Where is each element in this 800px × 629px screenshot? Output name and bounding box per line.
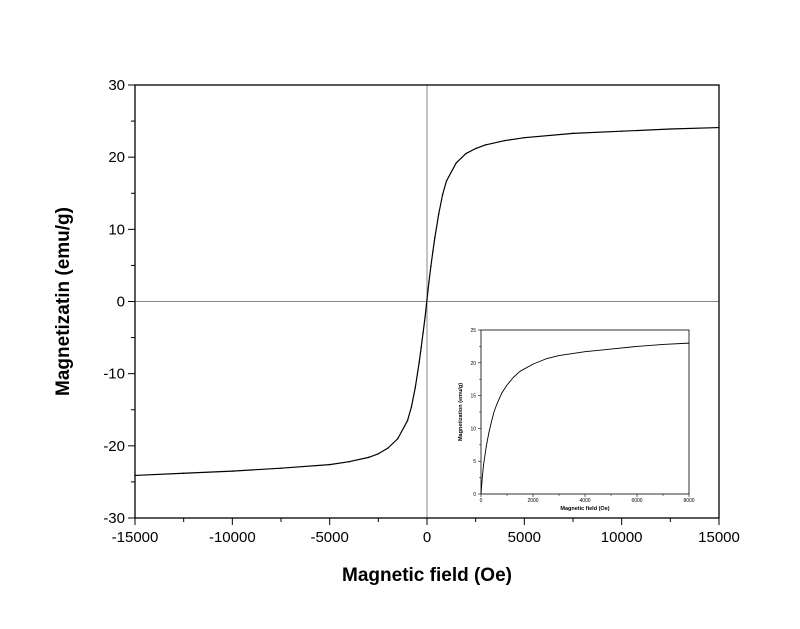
data-point [231,470,234,472]
data-point [501,392,503,394]
y-tick-label: 20 [470,361,476,367]
inset-background [481,330,689,494]
x-tick-label: -5000 [310,529,348,546]
data-point [420,346,422,349]
data-point [182,472,185,474]
data-point [545,358,547,360]
y-tick-label: -30 [103,510,125,527]
data-point [636,346,638,347]
data-point [426,298,428,301]
data-point [491,421,492,423]
y-tick-label: 20 [108,149,125,166]
x-tick-label: 15000 [698,529,740,546]
data-point [328,463,331,466]
data-point [480,493,482,495]
data-point [493,411,495,413]
x-tick-label: 6000 [631,498,642,504]
data-point [410,406,413,408]
data-point [377,453,380,455]
data-point [406,419,409,422]
x-tick-label: 0 [480,498,483,504]
data-point [523,136,526,139]
data-point [610,348,612,350]
data-point [280,467,282,469]
data-point [432,251,434,253]
x-tick-label: -15000 [112,529,159,546]
data-point [532,363,534,365]
x-axis-title: Magnetic field (Oe) [342,565,512,586]
data-point [504,139,506,142]
y-tick-label: 25 [470,328,476,334]
x-tick-label: -10000 [209,529,256,546]
y-tick-label: -20 [103,438,125,455]
data-point [662,344,664,345]
y-tick-label: 10 [108,221,125,238]
x-tick-label: 5000 [508,529,541,546]
data-point [488,432,490,434]
x-tick-label: 2000 [527,498,538,504]
data-point [483,464,484,465]
data-point [484,144,487,146]
data-point [718,126,720,129]
data-point [506,384,508,386]
data-point [572,132,574,135]
data-point [414,386,417,389]
data-point [481,477,483,478]
data-point [584,351,586,353]
data-point [465,152,467,155]
data-point [387,447,389,449]
data-point [424,316,426,319]
inset-plot: 0 2000 4000 6000 8000 0 5 10 15 20 25 Magnetic fiel… [458,328,695,512]
y-tick-label: -10 [103,366,125,383]
data-point [669,128,672,130]
data-point [496,404,497,406]
y-tick-label: 10 [470,426,476,432]
y-tick-label: 0 [473,492,476,498]
main-plot: -15000 -10000 -5000 0 5000 10000 15000-30-20-1… [53,77,740,586]
data-point [434,237,436,239]
x-tick-label: 8000 [683,498,694,504]
data-point [441,193,444,196]
magnetization-curve [480,342,690,495]
data-point [445,180,448,182]
data-point [519,370,521,372]
y-axis-title: Magnetization (emu/g) [458,383,464,441]
y-tick-label: 0 [117,294,125,311]
data-point [428,281,430,283]
data-point [513,376,514,378]
data-point [418,361,420,363]
y-tick-label: 5 [473,459,476,465]
data-point [437,213,440,215]
data-point [688,342,690,344]
data-point [620,130,623,132]
x-axis-title: Magnetic field (Oe) [560,506,609,512]
data-point [422,331,424,334]
y-axis-title: Magnetizatin (emu/g) [53,207,74,396]
x-tick-label: 4000 [579,498,590,504]
x-tick-label: 10000 [601,529,643,546]
data-point [558,355,560,356]
data-point [430,265,432,267]
y-tick-label: 15 [470,394,476,400]
data-point [367,456,370,459]
data-point [397,437,399,440]
data-point [485,446,487,448]
x-tick-label: 0 [423,529,431,546]
data-point [134,474,136,477]
data-point [348,461,350,463]
y-tick-label: 30 [108,77,125,94]
data-point [474,147,477,150]
data-point [455,162,457,164]
